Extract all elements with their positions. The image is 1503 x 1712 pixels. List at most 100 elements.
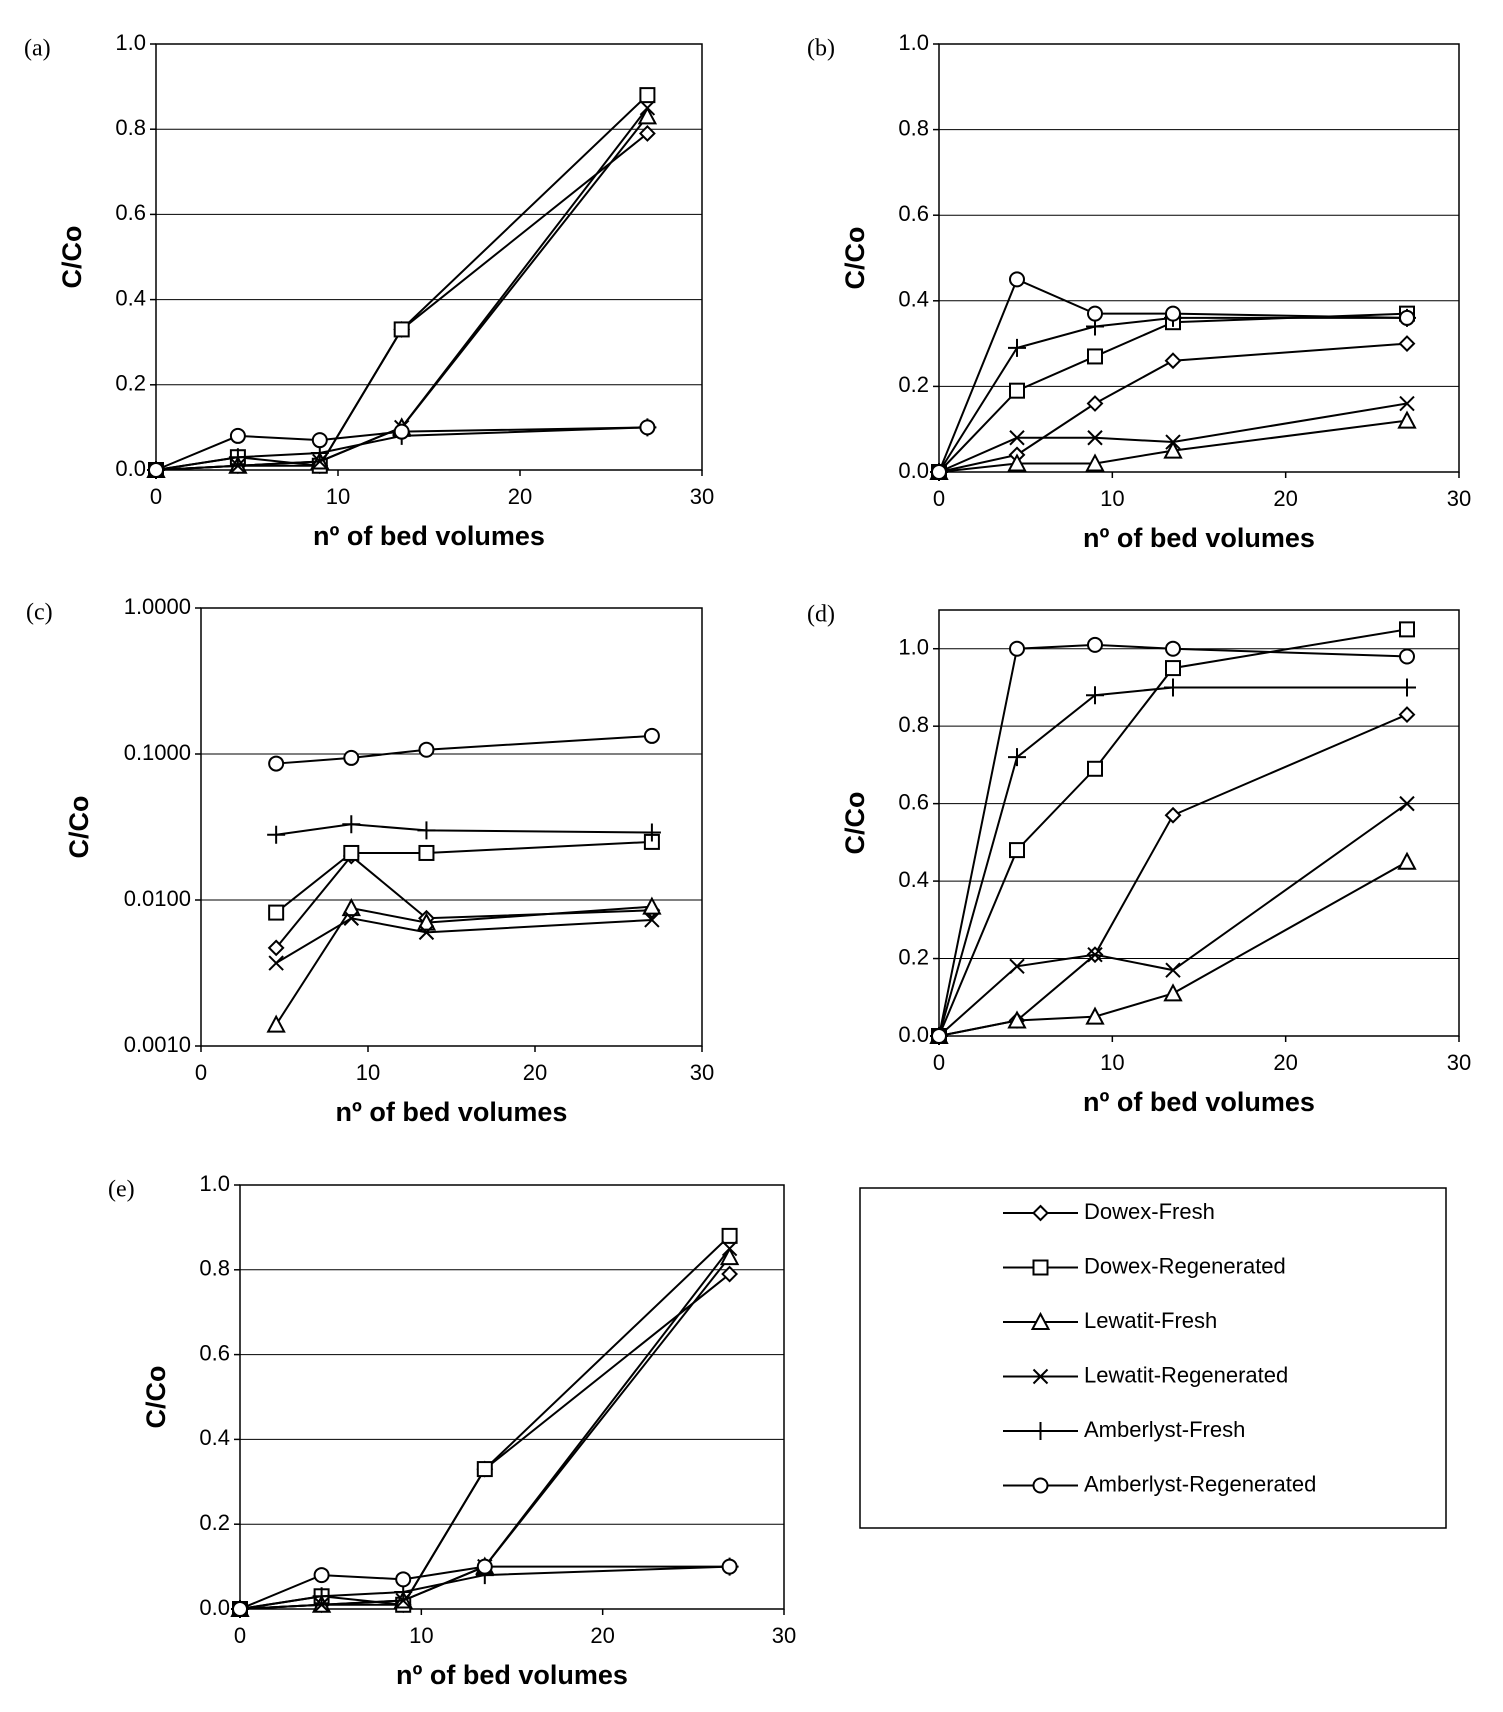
legend-label: Amberlyst-Regenerated bbox=[1084, 1471, 1316, 1496]
marker bbox=[1165, 660, 1181, 677]
marker bbox=[268, 904, 285, 921]
legend-marker bbox=[1030, 1311, 1051, 1330]
marker bbox=[1009, 382, 1025, 399]
marker bbox=[267, 825, 286, 844]
x-tick-label: 10 bbox=[326, 484, 350, 509]
marker bbox=[638, 125, 656, 142]
marker bbox=[1007, 1010, 1027, 1029]
marker bbox=[721, 1265, 739, 1283]
x-tick-label: 0 bbox=[933, 486, 945, 511]
marker bbox=[313, 1567, 330, 1584]
marker bbox=[1399, 309, 1415, 326]
y-tick-label: 0.0 bbox=[898, 458, 929, 483]
x-axis-title: nº of bed volumes bbox=[396, 1660, 628, 1690]
marker bbox=[416, 912, 437, 931]
marker bbox=[1165, 305, 1181, 322]
plot-frame bbox=[200, 607, 703, 1047]
series-line bbox=[276, 823, 652, 836]
x-tick-label: 0 bbox=[933, 1050, 945, 1075]
x-tick-label: 20 bbox=[1273, 486, 1297, 511]
y-tick-label: 0.4 bbox=[199, 1425, 230, 1450]
marker bbox=[418, 844, 435, 861]
marker bbox=[476, 1461, 493, 1478]
x-axis-title: nº of bed volumes bbox=[313, 521, 545, 551]
x-axis-title: nº of bed volumes bbox=[336, 1097, 568, 1127]
plot-frame bbox=[938, 609, 1460, 1037]
legend-label: Dowex-Regenerated bbox=[1084, 1253, 1286, 1278]
marker bbox=[341, 897, 361, 917]
marker bbox=[639, 87, 656, 104]
marker bbox=[1086, 686, 1104, 705]
marker bbox=[1009, 640, 1025, 657]
marker bbox=[721, 1558, 738, 1575]
y-tick-label: 1.0 bbox=[898, 30, 929, 55]
x-tick-label: 10 bbox=[356, 1060, 380, 1085]
marker bbox=[639, 100, 656, 116]
marker bbox=[1398, 678, 1416, 697]
y-tick-label: 0.2 bbox=[898, 944, 929, 969]
x-tick-label: 30 bbox=[690, 1060, 714, 1085]
legend-marker bbox=[1032, 1204, 1049, 1222]
marker bbox=[343, 844, 360, 861]
y-tick-label: 0.2 bbox=[199, 1510, 230, 1535]
marker bbox=[931, 1028, 947, 1044]
x-tick-label: 10 bbox=[409, 1623, 433, 1648]
panel-label: (e) bbox=[108, 1177, 135, 1203]
marker bbox=[639, 419, 656, 436]
x-tick-label: 30 bbox=[690, 484, 714, 509]
marker bbox=[1397, 851, 1417, 870]
y-tick-label: 0.0 bbox=[898, 1022, 929, 1047]
x-tick-label: 30 bbox=[1447, 1050, 1471, 1075]
series-line bbox=[275, 917, 652, 964]
marker bbox=[1087, 760, 1103, 777]
x-tick-label: 0 bbox=[150, 484, 162, 509]
marker bbox=[1007, 453, 1027, 472]
marker bbox=[1165, 962, 1181, 978]
x-tick-label: 0 bbox=[195, 1060, 207, 1085]
marker bbox=[476, 1558, 493, 1575]
y-tick-label: 0.2 bbox=[115, 371, 146, 396]
marker bbox=[931, 464, 947, 480]
marker bbox=[719, 1246, 740, 1266]
marker bbox=[342, 815, 361, 834]
marker bbox=[418, 924, 435, 941]
marker bbox=[395, 1571, 412, 1588]
marker bbox=[1087, 305, 1103, 322]
series-line bbox=[275, 905, 652, 1026]
marker bbox=[643, 727, 660, 744]
legend-marker bbox=[1031, 1422, 1050, 1440]
marker bbox=[1165, 640, 1181, 657]
legend-marker bbox=[1032, 1477, 1049, 1494]
x-tick-label: 20 bbox=[523, 1060, 547, 1085]
x-tick-label: 20 bbox=[508, 484, 532, 509]
y-tick-label: 0.4 bbox=[898, 867, 929, 892]
marker bbox=[393, 423, 410, 440]
marker bbox=[1164, 678, 1182, 697]
marker bbox=[417, 821, 436, 840]
y-tick-label: 0.8 bbox=[898, 115, 929, 140]
y-tick-label: 0.0100 bbox=[124, 886, 191, 911]
marker bbox=[1163, 983, 1183, 1002]
marker bbox=[1399, 795, 1415, 812]
marker bbox=[311, 432, 328, 449]
marker bbox=[721, 1227, 738, 1244]
marker bbox=[1087, 636, 1103, 653]
marker bbox=[1399, 395, 1415, 412]
plot-frame bbox=[239, 1184, 785, 1610]
marker bbox=[721, 1240, 738, 1257]
marker bbox=[1009, 842, 1025, 859]
y-tick-label: 0.8 bbox=[199, 1256, 230, 1281]
legend-label: Lewatit-Fresh bbox=[1084, 1308, 1217, 1333]
x-tick-label: 20 bbox=[590, 1623, 614, 1648]
marker bbox=[1009, 430, 1025, 446]
marker bbox=[1085, 453, 1105, 472]
marker bbox=[1399, 648, 1415, 665]
marker bbox=[312, 1587, 331, 1606]
y-tick-label: 0.6 bbox=[199, 1340, 230, 1365]
y-tick-label: 0.0 bbox=[115, 456, 146, 481]
marker bbox=[637, 106, 658, 125]
marker bbox=[343, 910, 360, 926]
marker bbox=[1397, 410, 1417, 429]
y-axis-title: C/Co bbox=[840, 227, 870, 290]
